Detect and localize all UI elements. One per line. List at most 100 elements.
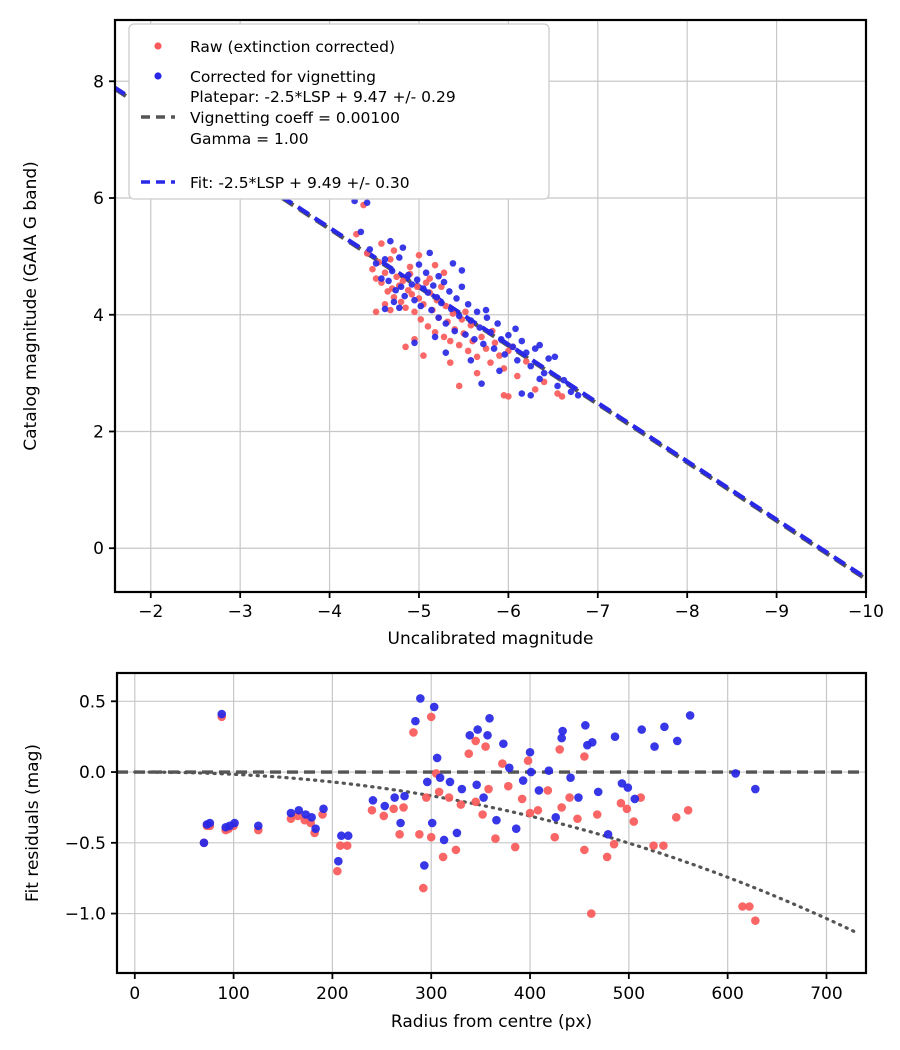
data-point: [483, 314, 491, 321]
data-point: [429, 282, 437, 289]
data-point: [440, 278, 448, 286]
data-point: [510, 842, 520, 852]
data-point: [511, 824, 521, 833]
data-point: [487, 328, 494, 336]
data-point: [369, 265, 376, 273]
legend-entry: Raw (extinction corrected): [154, 38, 395, 56]
data-point: [751, 784, 760, 794]
data-point: [514, 372, 521, 380]
data-point: [396, 304, 403, 312]
data-point: [413, 276, 421, 284]
data-point: [501, 351, 509, 358]
data-point: [623, 783, 633, 792]
data-point: [444, 793, 454, 802]
axis-ticks: −2 −3 −4 −5 −6 −7 −8 −9 −10 0 2 4 6 8: [93, 72, 884, 622]
data-point: [342, 841, 352, 850]
fit-residuals-plot: 0 100 200 300 400 500 600 700 0.5 0.0 −0.5 −1.0 Radi…: [23, 671, 868, 1032]
data-point: [337, 831, 346, 841]
data-point: [554, 382, 561, 390]
x-tick-label: 700: [810, 984, 842, 1004]
data-point: [446, 288, 453, 295]
data-point: [401, 292, 408, 300]
y-tick-label: 4: [93, 306, 104, 326]
data-point: [660, 722, 669, 732]
y-tick-label: 0.5: [79, 692, 106, 712]
legend-label: Corrected for vignetting: [190, 68, 376, 86]
data-point: [435, 773, 445, 783]
data-point: [509, 343, 517, 351]
data-point: [415, 251, 423, 259]
data-point: [543, 786, 553, 795]
data-point: [334, 856, 343, 866]
data-point: [432, 753, 442, 763]
data-point: [587, 909, 596, 918]
data-point: [426, 249, 434, 257]
legend-label: Raw (extinction corrected): [190, 38, 395, 56]
data-point: [483, 730, 492, 740]
legend-label: Platepar: -2.5*LSP + 9.47 +/- 0.29: [190, 88, 456, 106]
data-point: [311, 824, 320, 833]
x-tick-label: 100: [217, 984, 249, 1004]
data-point: [659, 841, 668, 850]
data-point: [473, 308, 481, 316]
data-point: [580, 752, 589, 761]
data-point: [372, 308, 380, 316]
data-point: [388, 267, 396, 275]
data-point: [387, 256, 394, 263]
data-point: [438, 852, 448, 862]
data-point: [435, 314, 442, 321]
data-point: [622, 804, 632, 814]
data-point: [522, 349, 530, 356]
data-point: [671, 813, 681, 822]
data-point: [411, 339, 418, 347]
data-point: [531, 386, 539, 393]
x-tick-label: −8: [675, 602, 700, 622]
data-point: [426, 712, 436, 722]
data-point: [473, 725, 482, 734]
data-point: [574, 793, 583, 802]
data-point: [527, 392, 535, 399]
data-point: [490, 345, 498, 352]
data-point: [531, 345, 539, 352]
x-tick-label: −7: [585, 602, 610, 622]
data-point: [378, 240, 385, 247]
data-point: [479, 793, 488, 802]
data-point: [473, 353, 481, 361]
x-tick-label: 500: [613, 984, 645, 1004]
data-point: [431, 328, 439, 336]
data-point: [399, 244, 407, 251]
data-point: [751, 916, 760, 925]
data-point: [396, 818, 405, 828]
data-point: [380, 801, 390, 811]
data-point: [409, 728, 418, 737]
data-point: [464, 300, 472, 308]
y-tick-label: −1.0: [65, 905, 106, 925]
data-point: [397, 283, 405, 291]
data-point: [442, 349, 450, 356]
data-point: [487, 359, 494, 366]
x-tick-label: −10: [848, 602, 884, 622]
data-point: [457, 784, 467, 794]
data-point: [453, 295, 460, 302]
data-point: [629, 817, 639, 826]
legend-label: Fit: -2.5*LSP + 9.49 +/- 0.30: [190, 174, 410, 192]
data-point: [550, 832, 560, 842]
x-tick-label: −6: [496, 602, 521, 622]
data-point: [465, 730, 475, 740]
data-point: [381, 256, 389, 263]
data-point: [602, 852, 612, 862]
data-point: [616, 798, 626, 808]
data-point: [558, 726, 567, 736]
data-point: [672, 736, 682, 746]
data-point: [426, 275, 434, 282]
data-point: [471, 335, 478, 343]
data-point: [534, 786, 544, 795]
legend: Raw (extinction corrected) Corrected for …: [128, 23, 550, 200]
data-point: [455, 312, 463, 320]
axes-frame: [115, 671, 868, 975]
data-point: [464, 347, 472, 355]
data-point: [480, 340, 487, 348]
data-point: [416, 694, 425, 703]
data-point: [685, 711, 695, 720]
data-point: [609, 839, 619, 849]
